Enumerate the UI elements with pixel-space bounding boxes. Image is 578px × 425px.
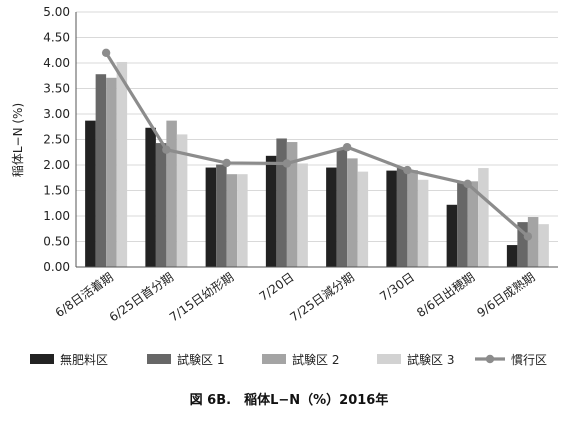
bar (357, 171, 369, 267)
bar (205, 167, 217, 267)
bar (478, 168, 489, 267)
legend-swatch (147, 354, 171, 364)
bar (417, 179, 429, 267)
legend-label: 試験区 3 (407, 352, 454, 367)
bar (176, 134, 188, 267)
legend: 無肥料区 試験区 1 試験区 2 試験区 3 慣行区 (30, 352, 547, 367)
bar (407, 170, 418, 267)
y-tick-label: 0.50 (43, 235, 70, 249)
legend-label: 無肥料区 (60, 352, 108, 367)
x-tick-label: 7/25日減分期 (287, 269, 357, 324)
line-point (282, 159, 292, 168)
y-tick-label: 3.00 (43, 107, 70, 121)
line-point (463, 179, 472, 189)
x-tick-label: 7/20日 (257, 270, 297, 304)
y-tick-label: 4.50 (43, 31, 70, 45)
bar (467, 181, 479, 267)
bar (386, 170, 397, 267)
y-tick-label: 1.00 (43, 209, 70, 223)
bar (116, 61, 128, 268)
line-point (403, 165, 412, 175)
bar (538, 224, 549, 267)
bar (106, 77, 117, 267)
x-tick-label: 7/30日 (377, 270, 417, 304)
bar (265, 155, 277, 267)
y-tick-label: 3.50 (43, 82, 70, 96)
bar (286, 142, 298, 267)
bar (297, 163, 308, 267)
y-tick-label: 5.00 (43, 5, 70, 19)
legend-swatch (30, 354, 54, 364)
y-tick-label: 2.00 (43, 158, 70, 172)
bar (145, 127, 156, 268)
bar (166, 120, 177, 267)
legend-label: 試験区 1 (177, 352, 224, 367)
bar (336, 148, 348, 267)
legend-marker (485, 354, 495, 364)
bar (527, 217, 539, 267)
x-tick-label: 8/6日出穂期 (414, 270, 477, 320)
axes (75, 12, 558, 268)
legend-swatch (262, 354, 286, 364)
y-tick-labels: 0.00 0.50 1.00 1.50 2.00 2.50 3.00 3.50 4.00 4.50… (43, 5, 70, 274)
bar (457, 181, 468, 267)
legend-label: 慣行区 (511, 352, 547, 367)
legend-label: 試験区 2 (292, 352, 339, 367)
bar (347, 158, 358, 267)
line-point (222, 158, 231, 168)
x-tick-label: 6/25日首分期 (107, 270, 176, 324)
legend-swatch (377, 354, 401, 364)
bar (517, 222, 528, 267)
x-tick-label: 7/15日幼形期 (167, 270, 236, 324)
bar (326, 167, 337, 267)
bar (216, 164, 227, 267)
y-tick-label: 0.00 (43, 260, 70, 274)
line-path (104, 51, 529, 238)
bar (95, 74, 107, 267)
y-axis-title: 稲体L−N (%) (11, 103, 25, 177)
line-point (342, 142, 352, 152)
bar (226, 174, 238, 267)
line-series (101, 48, 533, 241)
bar (155, 143, 167, 267)
bar (506, 245, 518, 267)
line-point (162, 145, 171, 154)
bar (237, 174, 248, 267)
figure-caption: 図 6B. 稲体L−N（%）2016年 (190, 392, 389, 408)
line-point (523, 232, 533, 241)
y-tick-label: 2.50 (43, 133, 70, 147)
bar (276, 138, 287, 267)
line-point (101, 48, 111, 57)
bar (85, 120, 96, 267)
x-tick-label: 9/6日成熟期 (474, 269, 538, 320)
bar (446, 204, 458, 267)
bar (396, 167, 408, 267)
bars (85, 61, 549, 268)
y-tick-label: 1.50 (43, 184, 70, 198)
y-tick-label: 4.00 (43, 56, 70, 70)
